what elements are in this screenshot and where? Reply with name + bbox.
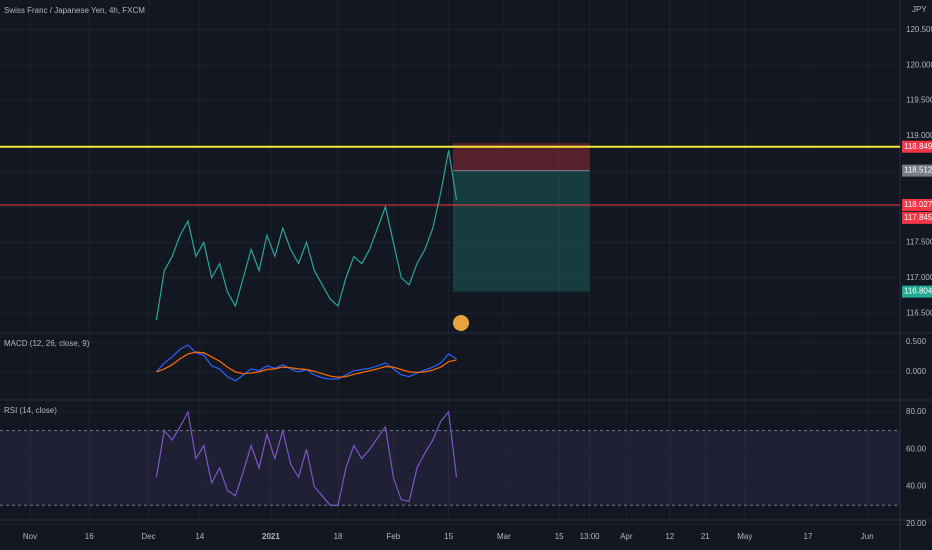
x-tick-label: Jun xyxy=(861,532,874,541)
y-tick-label: 119.500 xyxy=(906,96,932,105)
x-tick-label: Apr xyxy=(620,532,633,541)
price-label-box xyxy=(902,164,932,177)
rsi-band xyxy=(0,430,900,506)
x-tick-label: 18 xyxy=(334,532,343,541)
pane-title: MACD (12, 26, close, 9) xyxy=(4,339,90,348)
pane-title: RSI (14, close) xyxy=(4,406,57,415)
x-tick-label: 21 xyxy=(701,532,710,541)
y-tick-label: 117.000 xyxy=(906,273,932,282)
x-tick-label: 14 xyxy=(195,532,204,541)
x-tick-label: Nov xyxy=(23,532,37,541)
currency-label: JPY xyxy=(912,5,927,14)
series-line xyxy=(155,410,458,506)
x-tick-label: 15 xyxy=(555,532,564,541)
series-line xyxy=(156,351,457,378)
x-tick-label: 17 xyxy=(804,532,813,541)
price-label: 118.512 xyxy=(904,166,932,175)
price-label-box xyxy=(902,211,932,224)
price-label-box xyxy=(902,140,932,153)
price-label-box xyxy=(902,198,932,211)
x-tick-label: Feb xyxy=(386,532,400,541)
x-tick-label: 15 xyxy=(444,532,453,541)
price-label: 116.804 xyxy=(904,287,932,296)
x-tick-label: Mar xyxy=(497,532,511,541)
y-tick-label: 40.00 xyxy=(906,482,927,491)
price-label: 118.849 xyxy=(904,142,932,151)
y-tick-label: 119.000 xyxy=(906,131,932,140)
y-tick-label: 0.500 xyxy=(906,337,927,346)
x-tick-label: 12 xyxy=(665,532,674,541)
y-tick-label: 117.500 xyxy=(906,237,932,246)
y-tick-label: 0.000 xyxy=(906,367,927,376)
y-tick-label: 120.000 xyxy=(906,60,932,69)
y-tick-label: 20.00 xyxy=(906,519,927,528)
price-label: 118.027 xyxy=(904,200,932,209)
y-tick-label: 80.00 xyxy=(906,407,927,416)
y-tick-label: 116.500 xyxy=(906,308,932,317)
x-tick-label: 16 xyxy=(85,532,94,541)
target-zone xyxy=(452,170,590,292)
x-tick-label: 2021 xyxy=(262,532,280,541)
x-tick-label: 13:00 xyxy=(580,532,601,541)
price-label-box xyxy=(902,285,932,298)
series-line xyxy=(155,150,458,321)
event-icon[interactable] xyxy=(453,315,469,331)
y-tick-label: 60.00 xyxy=(906,444,927,453)
price-label: 117.845 xyxy=(904,213,932,222)
x-tick-label: May xyxy=(737,532,752,541)
x-tick-label: Dec xyxy=(141,532,155,541)
pane-title: Swiss Franc / Japanese Yen, 4h, FXCM xyxy=(4,6,145,15)
y-tick-label: 120.500 xyxy=(906,25,932,34)
